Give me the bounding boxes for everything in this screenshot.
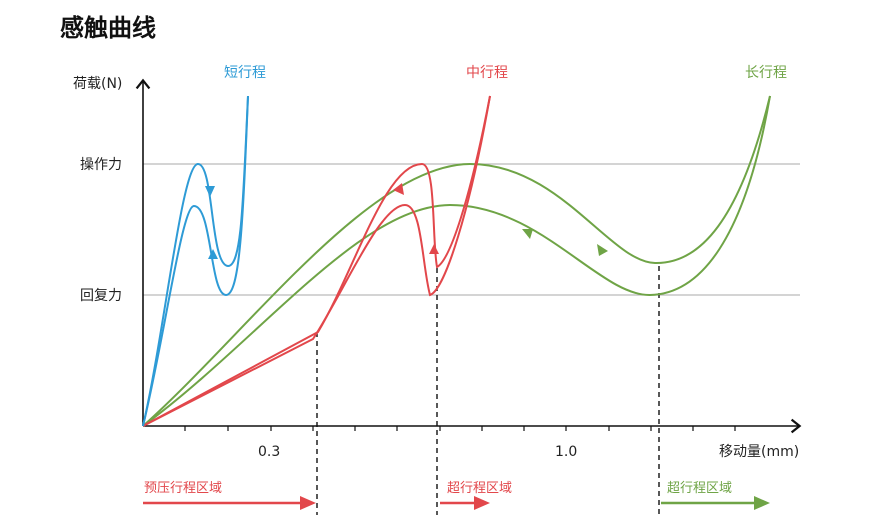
- long-overtravel-zone-arrow-head: [754, 496, 770, 510]
- x-tick-label: 0.3: [258, 444, 280, 460]
- page-title: 感触曲线: [60, 14, 156, 42]
- pretravel-zone-arrow-head: [300, 496, 316, 510]
- medium-stroke-label: 中行程: [466, 65, 508, 81]
- medium-stroke-release-curve: [142, 95, 491, 427]
- medium-overtravel-zone-arrow-head: [474, 496, 490, 510]
- medium-overtravel-zone-label: 超行程区域: [447, 481, 512, 496]
- short-stroke-release-curve: [142, 95, 249, 427]
- return-force-label: 回复力: [80, 287, 122, 304]
- medium-stroke-arrow: [393, 183, 404, 195]
- y-axis-label: 荷载(N): [73, 76, 122, 92]
- x-tick-label: 1.0: [555, 444, 577, 460]
- operating-force-label: 操作力: [80, 157, 122, 173]
- medium-stroke-arrow: [429, 244, 439, 254]
- short-stroke-label: 短行程: [224, 65, 266, 81]
- long-stroke-press-curve: [142, 95, 771, 427]
- long-stroke-label: 长行程: [745, 65, 787, 81]
- long-overtravel-zone-label: 超行程区域: [667, 481, 732, 496]
- short-stroke-arrow: [208, 249, 218, 259]
- long-stroke-arrow: [522, 229, 533, 239]
- short-stroke-arrow: [205, 186, 215, 197]
- long-stroke-release-curve: [142, 95, 771, 427]
- medium-stroke-press-curve: [142, 95, 491, 427]
- x-axis-label: 移动量(mm): [719, 444, 799, 460]
- long-stroke-arrow: [597, 244, 608, 256]
- pretravel-zone-label: 预压行程区域: [144, 481, 222, 496]
